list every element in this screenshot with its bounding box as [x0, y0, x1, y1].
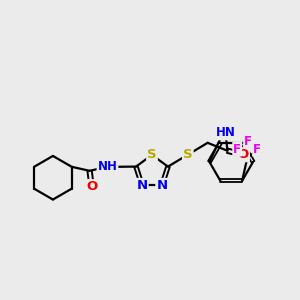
Text: F: F — [253, 142, 261, 156]
Text: S: S — [147, 148, 157, 161]
Text: O: O — [238, 148, 249, 161]
Text: O: O — [86, 180, 97, 193]
Text: N: N — [156, 179, 167, 192]
Text: S: S — [183, 148, 193, 161]
Text: F: F — [233, 142, 241, 156]
Text: N: N — [136, 179, 148, 192]
Text: NH: NH — [98, 160, 117, 173]
Text: F: F — [244, 135, 252, 148]
Text: HN: HN — [215, 126, 236, 140]
